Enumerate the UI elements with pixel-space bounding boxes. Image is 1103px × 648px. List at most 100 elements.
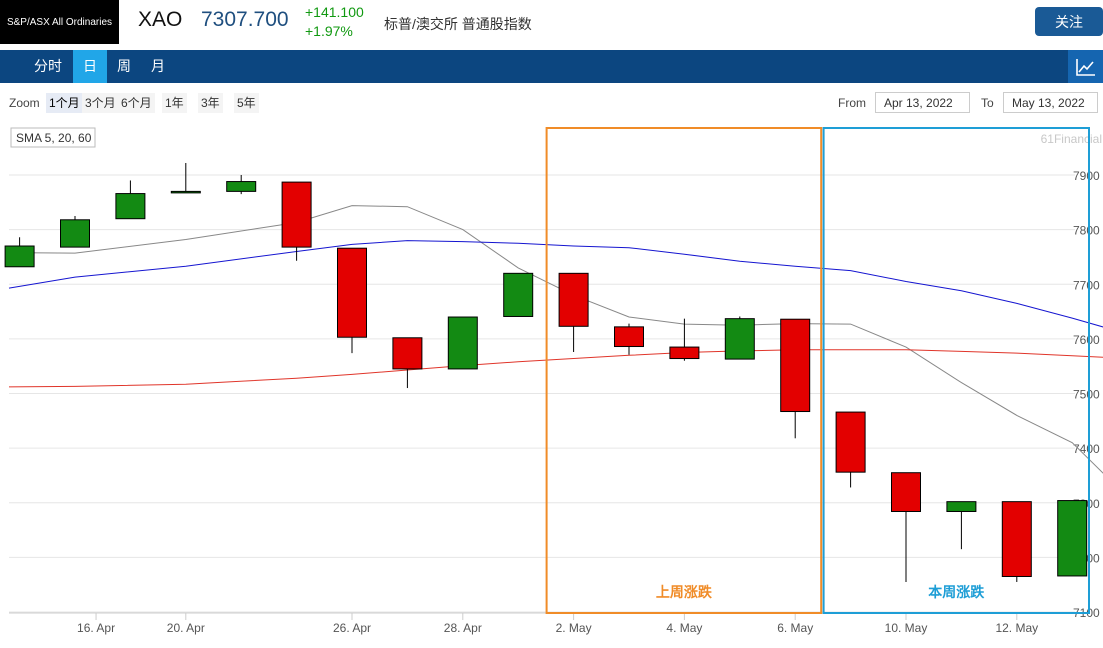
candle-body xyxy=(503,272,534,317)
x-tick-label: 26. Apr xyxy=(333,621,371,635)
index-logo: S&P/ASX All Ordinaries xyxy=(0,0,119,44)
x-tick-label: 28. Apr xyxy=(444,621,482,635)
change-percent: +1.97% xyxy=(305,23,353,39)
header-bar: S&P/ASX All Ordinaries XAO 7307.700 +141… xyxy=(0,0,1103,44)
last-week-box-label: 上周涨跌 xyxy=(656,584,713,600)
candle xyxy=(337,247,367,354)
candle-body xyxy=(558,272,589,327)
indicator-legend-box xyxy=(10,127,96,148)
candle-body xyxy=(447,316,478,370)
change-value: +141.100 xyxy=(305,4,364,20)
candle xyxy=(447,316,478,370)
y-tick-label: 7700 xyxy=(1073,278,1100,292)
candle-body xyxy=(337,247,367,338)
candle xyxy=(1057,500,1088,577)
candle xyxy=(392,337,423,389)
to-date-input[interactable]: May 13, 2022 xyxy=(1003,92,1098,113)
tab-daily[interactable]: 日 xyxy=(73,50,107,83)
candle xyxy=(170,162,201,194)
follow-button[interactable]: 关注 xyxy=(1035,7,1103,36)
tab-weekly[interactable]: 周 xyxy=(117,58,131,74)
candle-body xyxy=(170,190,201,194)
x-tick-label: 4. May xyxy=(666,621,702,635)
y-tick-label: 7900 xyxy=(1073,169,1100,183)
to-label: To xyxy=(981,96,994,110)
candle-body xyxy=(891,472,921,512)
y-tick-label: 7600 xyxy=(1073,333,1100,347)
candle-body xyxy=(780,318,811,413)
candle-body xyxy=(281,181,312,248)
zoom-5y-button[interactable]: 5年 xyxy=(234,93,259,113)
candle xyxy=(4,237,35,268)
candle xyxy=(669,318,700,361)
indicator-label: SMA 5, 20, 60 xyxy=(16,131,92,145)
watermark-text: 61Financial xyxy=(1041,132,1102,146)
candle xyxy=(946,501,977,550)
x-tick-label: 2. May xyxy=(556,621,592,635)
candle-body xyxy=(669,346,700,360)
x-tick-label: 6. May xyxy=(777,621,813,635)
grid-lines xyxy=(9,174,1075,614)
symbol-code: XAO xyxy=(138,8,183,31)
from-label: From xyxy=(838,96,866,110)
chart-type-button[interactable] xyxy=(1068,50,1103,83)
candle-body xyxy=(1057,500,1088,577)
last-price: 7307.700 xyxy=(201,8,289,31)
candle xyxy=(281,181,312,261)
candle xyxy=(835,411,866,488)
candle-body xyxy=(4,245,35,268)
this-week-box xyxy=(822,127,1090,614)
candle xyxy=(614,323,644,355)
x-tick-label: 12. May xyxy=(995,621,1038,635)
candle-body xyxy=(835,411,866,473)
candle-body xyxy=(392,337,423,370)
price-change: +141.100 +1.97% xyxy=(305,3,364,41)
candle-body xyxy=(614,326,644,348)
week-boxes: 上周涨跌 本周涨跌 xyxy=(545,127,1090,614)
candle-body xyxy=(226,181,257,192)
candle xyxy=(724,316,755,360)
tab-monthly[interactable]: 月 xyxy=(151,58,165,74)
period-nav: 分时 日 周 月 xyxy=(0,50,1103,83)
candle xyxy=(60,215,90,248)
candle xyxy=(891,472,921,582)
candle-body xyxy=(946,501,977,512)
this-week-box-label: 本周涨跌 xyxy=(928,584,985,600)
from-date-input[interactable]: Apr 13, 2022 xyxy=(875,92,970,113)
sma-60-line xyxy=(8,349,1103,388)
y-tick-label: 7800 xyxy=(1073,224,1100,238)
zoom-1y-button[interactable]: 1年 xyxy=(162,93,187,113)
candle-body xyxy=(1001,501,1032,577)
x-tick-label: 10. May xyxy=(885,621,928,635)
tab-intraday[interactable]: 分时 xyxy=(34,58,62,74)
x-tick-label: 16. Apr xyxy=(77,621,115,635)
candle xyxy=(780,318,811,439)
zoom-6m-button[interactable]: 6个月 xyxy=(118,93,155,113)
last-week-box xyxy=(545,127,823,614)
zoom-label: Zoom xyxy=(9,96,40,110)
candle xyxy=(1001,501,1032,582)
candle-body xyxy=(724,318,755,360)
zoom-3y-button[interactable]: 3年 xyxy=(198,93,223,113)
candle xyxy=(226,175,257,195)
sma-lines xyxy=(8,205,1103,474)
line-chart-icon xyxy=(1075,58,1095,76)
candle-body xyxy=(115,193,146,220)
indicator-legend: SMA 5, 20, 60 xyxy=(10,127,96,148)
candle-body xyxy=(60,219,90,248)
candlestick-chart: 61Financial 7900780077007600750074007300… xyxy=(4,127,1103,635)
candles xyxy=(4,162,1088,582)
candle xyxy=(503,272,534,317)
sma-5-line xyxy=(8,205,1103,474)
y-tick-label: 7400 xyxy=(1073,442,1100,456)
index-chinese-name: 标普/澳交所 普通股指数 xyxy=(384,16,532,32)
candle xyxy=(115,180,146,220)
zoom-3m-button[interactable]: 3个月 xyxy=(82,93,119,113)
range-toolbar: Zoom 1个月 3个月 6个月 1年 3年 5年 From Apr 13, 2… xyxy=(0,88,1103,118)
x-tick-label: 20. Apr xyxy=(167,621,205,635)
candle xyxy=(558,272,589,352)
zoom-1m-button[interactable]: 1个月 xyxy=(46,93,83,113)
x-axis: 16. Apr 20. Apr 26. Apr 28. Apr 2. May 4. May… xyxy=(77,613,1038,635)
sma-20-line xyxy=(8,240,1103,328)
y-tick-label: 7500 xyxy=(1073,388,1100,402)
